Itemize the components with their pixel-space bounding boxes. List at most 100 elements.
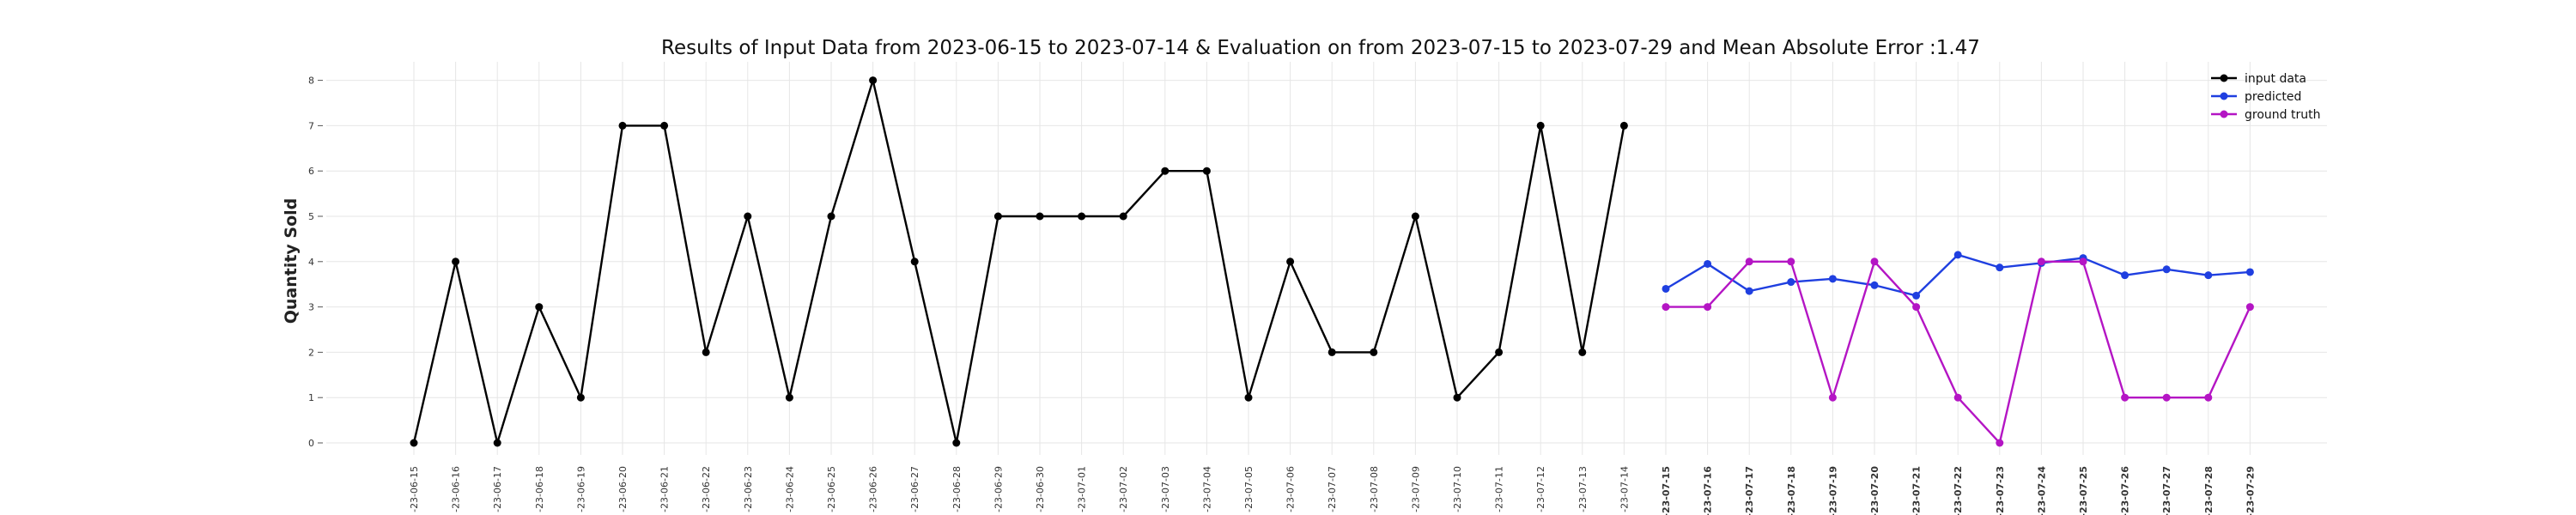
point-input-data (1578, 348, 1587, 356)
point-input-data (1244, 393, 1253, 402)
point-ground-truth (1953, 393, 1962, 402)
point-input-data (1202, 167, 1211, 175)
x-tick-label: -23-07-20 (1869, 466, 1880, 515)
point-input-data (702, 348, 710, 356)
chart-title: Results of Input Data from 2023-06-15 to… (661, 37, 1980, 59)
x-tick-label: -23-07-17 (1744, 466, 1755, 515)
y-tick-label: 7 (308, 120, 314, 131)
point-input-data (785, 393, 793, 402)
point-predicted (1828, 275, 1837, 283)
y-tick-label: 5 (308, 211, 314, 222)
y-tick-label: 3 (308, 302, 314, 313)
x-tick-label: -23-07-13 (1577, 466, 1589, 512)
point-ground-truth (2162, 393, 2171, 402)
x-tick-label: -23-07-10 (1452, 466, 1463, 512)
legend-label: predicted (2245, 90, 2301, 104)
y-tick-label: 6 (308, 166, 314, 177)
x-tick-label: -23-06-21 (659, 466, 671, 512)
point-ground-truth (1996, 439, 2004, 447)
series-line-input-data (412, 79, 1625, 445)
point-input-data (493, 439, 501, 447)
x-tick-label: -23-07-06 (1285, 466, 1297, 512)
point-input-data (952, 439, 961, 447)
point-ground-truth (1745, 258, 1753, 266)
point-input-data (1495, 348, 1504, 356)
point-input-data (1078, 212, 1086, 221)
point-input-data (1370, 348, 1378, 356)
point-input-data (1327, 348, 1336, 356)
x-tick-label: -23-07-27 (2161, 466, 2172, 515)
y-tick-label: 0 (308, 438, 314, 449)
x-tick-label: -23-06-25 (826, 466, 837, 512)
x-tick-label: -23-07-08 (1369, 466, 1380, 512)
point-input-data (1536, 121, 1545, 130)
point-predicted (1953, 251, 1962, 259)
point-input-data (1619, 121, 1628, 130)
point-input-data (1286, 258, 1295, 266)
x-tick-label: -23-07-04 (1201, 466, 1212, 512)
point-predicted (1662, 284, 1670, 293)
x-tick-label: -23-06-15 (409, 466, 420, 512)
x-tick-label: -23-07-03 (1160, 466, 1171, 512)
point-predicted (1996, 264, 2004, 272)
point-ground-truth (2245, 303, 2254, 312)
x-tick-label: -23-07-29 (2245, 466, 2256, 515)
x-tick-label: -23-06-18 (534, 466, 545, 512)
x-tick-label: -23-07-11 (1494, 466, 1505, 512)
x-tick-label: -23-07-05 (1243, 466, 1255, 512)
point-input-data (1161, 167, 1170, 175)
x-tick-label: -23-06-19 (575, 466, 586, 512)
x-tick-label: -23-07-18 (1786, 466, 1797, 515)
point-input-data (827, 212, 835, 221)
y-tick-label: 1 (308, 392, 314, 403)
point-input-data (1036, 212, 1044, 221)
y-ticks: 0 1 2 3 4 5 6 7 8 (308, 76, 323, 449)
point-input-data (618, 121, 627, 130)
x-tick-label: -23-07-02 (1118, 466, 1129, 512)
legend-marker (2220, 74, 2228, 82)
point-input-data (744, 212, 752, 221)
point-predicted (1870, 281, 1879, 289)
y-axis-label: Quantity Sold (282, 198, 301, 324)
x-tick-label: -23-06-20 (617, 466, 629, 512)
point-predicted (2121, 271, 2129, 280)
x-tick-label: -23-07-22 (1953, 466, 1964, 515)
point-input-data (452, 258, 460, 266)
point-input-data (576, 393, 585, 402)
x-tick-label: -23-07-09 (1410, 466, 1421, 512)
x-tick-label: -23-06-24 (784, 466, 795, 512)
point-ground-truth (2121, 393, 2129, 402)
x-tick-label: -23-06-16 (451, 466, 462, 512)
legend-marker (2220, 110, 2228, 118)
x-tick-label: -23-06-17 (492, 466, 503, 512)
x-tick-label: -23-06-29 (993, 466, 1004, 512)
point-ground-truth (2079, 258, 2087, 266)
x-tick-label: -23-07-19 (1827, 466, 1838, 515)
legend-label: ground truth (2245, 108, 2320, 122)
x-tick-label: -23-06-22 (701, 466, 712, 512)
point-predicted (2204, 271, 2213, 280)
point-ground-truth (1704, 303, 1712, 312)
point-predicted (1912, 291, 1921, 300)
x-tick-label: -23-07-16 (1703, 466, 1714, 515)
point-ground-truth (1787, 258, 1795, 266)
x-tick-label: -23-06-23 (743, 466, 754, 512)
point-ground-truth (1662, 303, 1670, 312)
x-tick-label: -23-07-24 (2036, 466, 2047, 515)
y-tick-label: 4 (308, 257, 314, 268)
point-input-data (1411, 212, 1419, 221)
legend: input data predicted ground truth (2211, 72, 2320, 122)
point-predicted (1745, 287, 1753, 295)
point-input-data (869, 76, 878, 85)
point-ground-truth (1828, 393, 1837, 402)
gridlines (326, 62, 2327, 455)
x-tick-label: -23-07-15 (1661, 466, 1672, 515)
x-tick-label: -23-07-23 (1995, 466, 2006, 515)
x-tick-label: -23-06-28 (951, 466, 963, 512)
y-tick-label: 2 (308, 347, 314, 358)
point-input-data (410, 439, 418, 447)
point-input-data (1453, 393, 1461, 402)
point-predicted (1704, 259, 1712, 268)
x-tick-label: -23-07-07 (1327, 466, 1338, 512)
